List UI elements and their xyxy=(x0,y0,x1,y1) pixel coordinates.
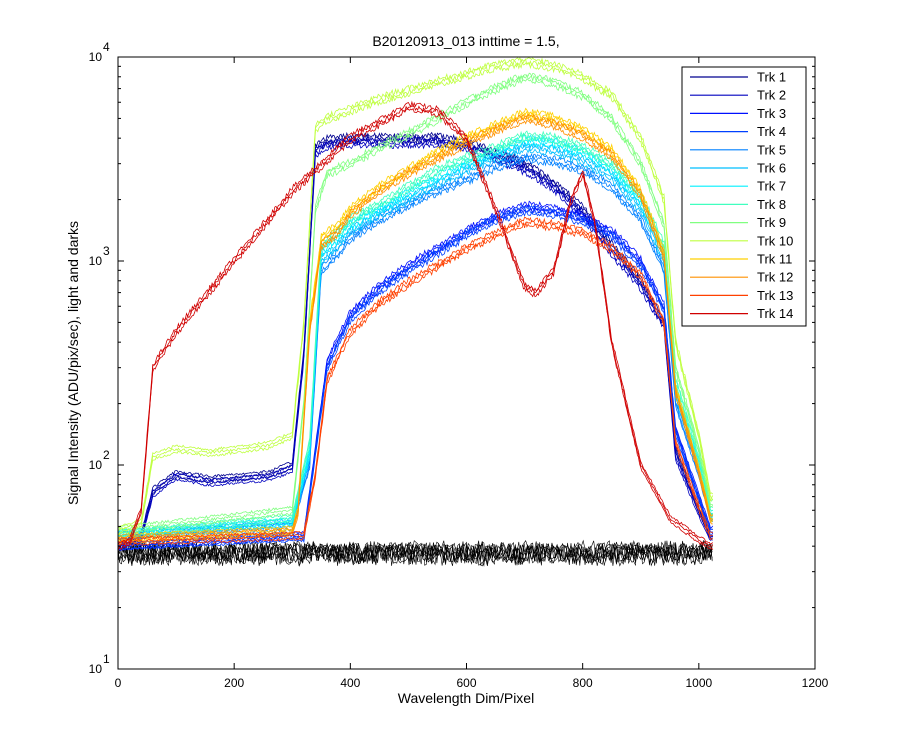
legend-label: Trk 2 xyxy=(757,88,786,103)
series-line xyxy=(117,56,714,529)
dark-curves xyxy=(117,539,713,567)
x-tick-label: 200 xyxy=(224,676,244,690)
legend-label: Trk 13 xyxy=(757,288,793,303)
series-line xyxy=(117,116,714,542)
series-line xyxy=(117,105,714,548)
legend-label: Trk 8 xyxy=(757,197,786,212)
series-line xyxy=(117,147,714,540)
dark-curve xyxy=(117,541,713,565)
x-tick-label: 800 xyxy=(573,676,593,690)
legend-label: Trk 1 xyxy=(757,70,786,85)
y-tick-exponent: 2 xyxy=(103,448,110,462)
x-axis-title: Wavelength Dim/Pixel xyxy=(398,690,534,706)
legend-box xyxy=(681,66,807,327)
legend-label: Trk 7 xyxy=(757,179,786,194)
series-line xyxy=(117,61,714,535)
legend-label: Trk 10 xyxy=(757,233,793,248)
series-line xyxy=(117,100,714,545)
y-axis-title: Signal Intensity (ADU/pix/sec), light an… xyxy=(65,221,81,505)
series-line xyxy=(117,142,713,551)
y-tick-exponent: 3 xyxy=(103,244,110,258)
legend-label: Trk 4 xyxy=(757,124,786,139)
series-line xyxy=(117,130,714,533)
series-line xyxy=(117,133,713,536)
series-line xyxy=(117,114,714,543)
series-line xyxy=(117,136,713,545)
y-tick-label: 10 xyxy=(89,458,103,472)
x-tick-label: 600 xyxy=(456,676,476,690)
legend: Trk 1 Trk 2 Trk 3 Trk 4 Trk 5 Trk 6 Trk 7 Trk 8… xyxy=(681,66,807,327)
series-line xyxy=(117,221,714,547)
chart-title: B20120913_013 inttime = 1.5, xyxy=(372,33,559,49)
legend-entries: Trk 1 Trk 2 Trk 3 Trk 4 Trk 5 Trk 6 Trk 7 Trk 8… xyxy=(690,70,793,321)
series-line xyxy=(117,73,713,532)
x-tick-label: 400 xyxy=(340,676,360,690)
y-tick-label: 10 xyxy=(89,50,103,64)
x-tick-label: 0 xyxy=(115,676,122,690)
y-tick-label: 10 xyxy=(89,254,103,268)
x-tick-label: 1200 xyxy=(802,676,829,690)
y-tick-exponent: 4 xyxy=(103,40,110,54)
legend-label: Trk 14 xyxy=(757,306,793,321)
legend-label: Trk 5 xyxy=(757,142,786,157)
series-line xyxy=(117,107,714,551)
series-lines xyxy=(117,56,714,551)
series-line xyxy=(117,137,713,536)
x-axis-ticks: 0 200 400 600 800 1000 1200 xyxy=(115,57,829,690)
legend-label: Trk 9 xyxy=(757,215,786,230)
series-line xyxy=(117,216,713,541)
legend-label: Trk 6 xyxy=(757,161,786,176)
legend-label: Trk 11 xyxy=(757,252,792,267)
legend-label: Trk 3 xyxy=(757,106,786,121)
series-line xyxy=(117,58,714,532)
series-line xyxy=(117,72,714,529)
legend-label: Trk 12 xyxy=(757,270,793,285)
series-line xyxy=(117,139,714,539)
series-line xyxy=(117,113,713,539)
series-line xyxy=(117,210,714,551)
dark-curve xyxy=(117,543,713,567)
y-tick-exponent: 1 xyxy=(103,652,110,666)
x-tick-label: 1000 xyxy=(685,676,712,690)
series-line xyxy=(117,151,714,534)
series-line xyxy=(117,119,713,545)
y-tick-label: 10 xyxy=(89,662,103,676)
